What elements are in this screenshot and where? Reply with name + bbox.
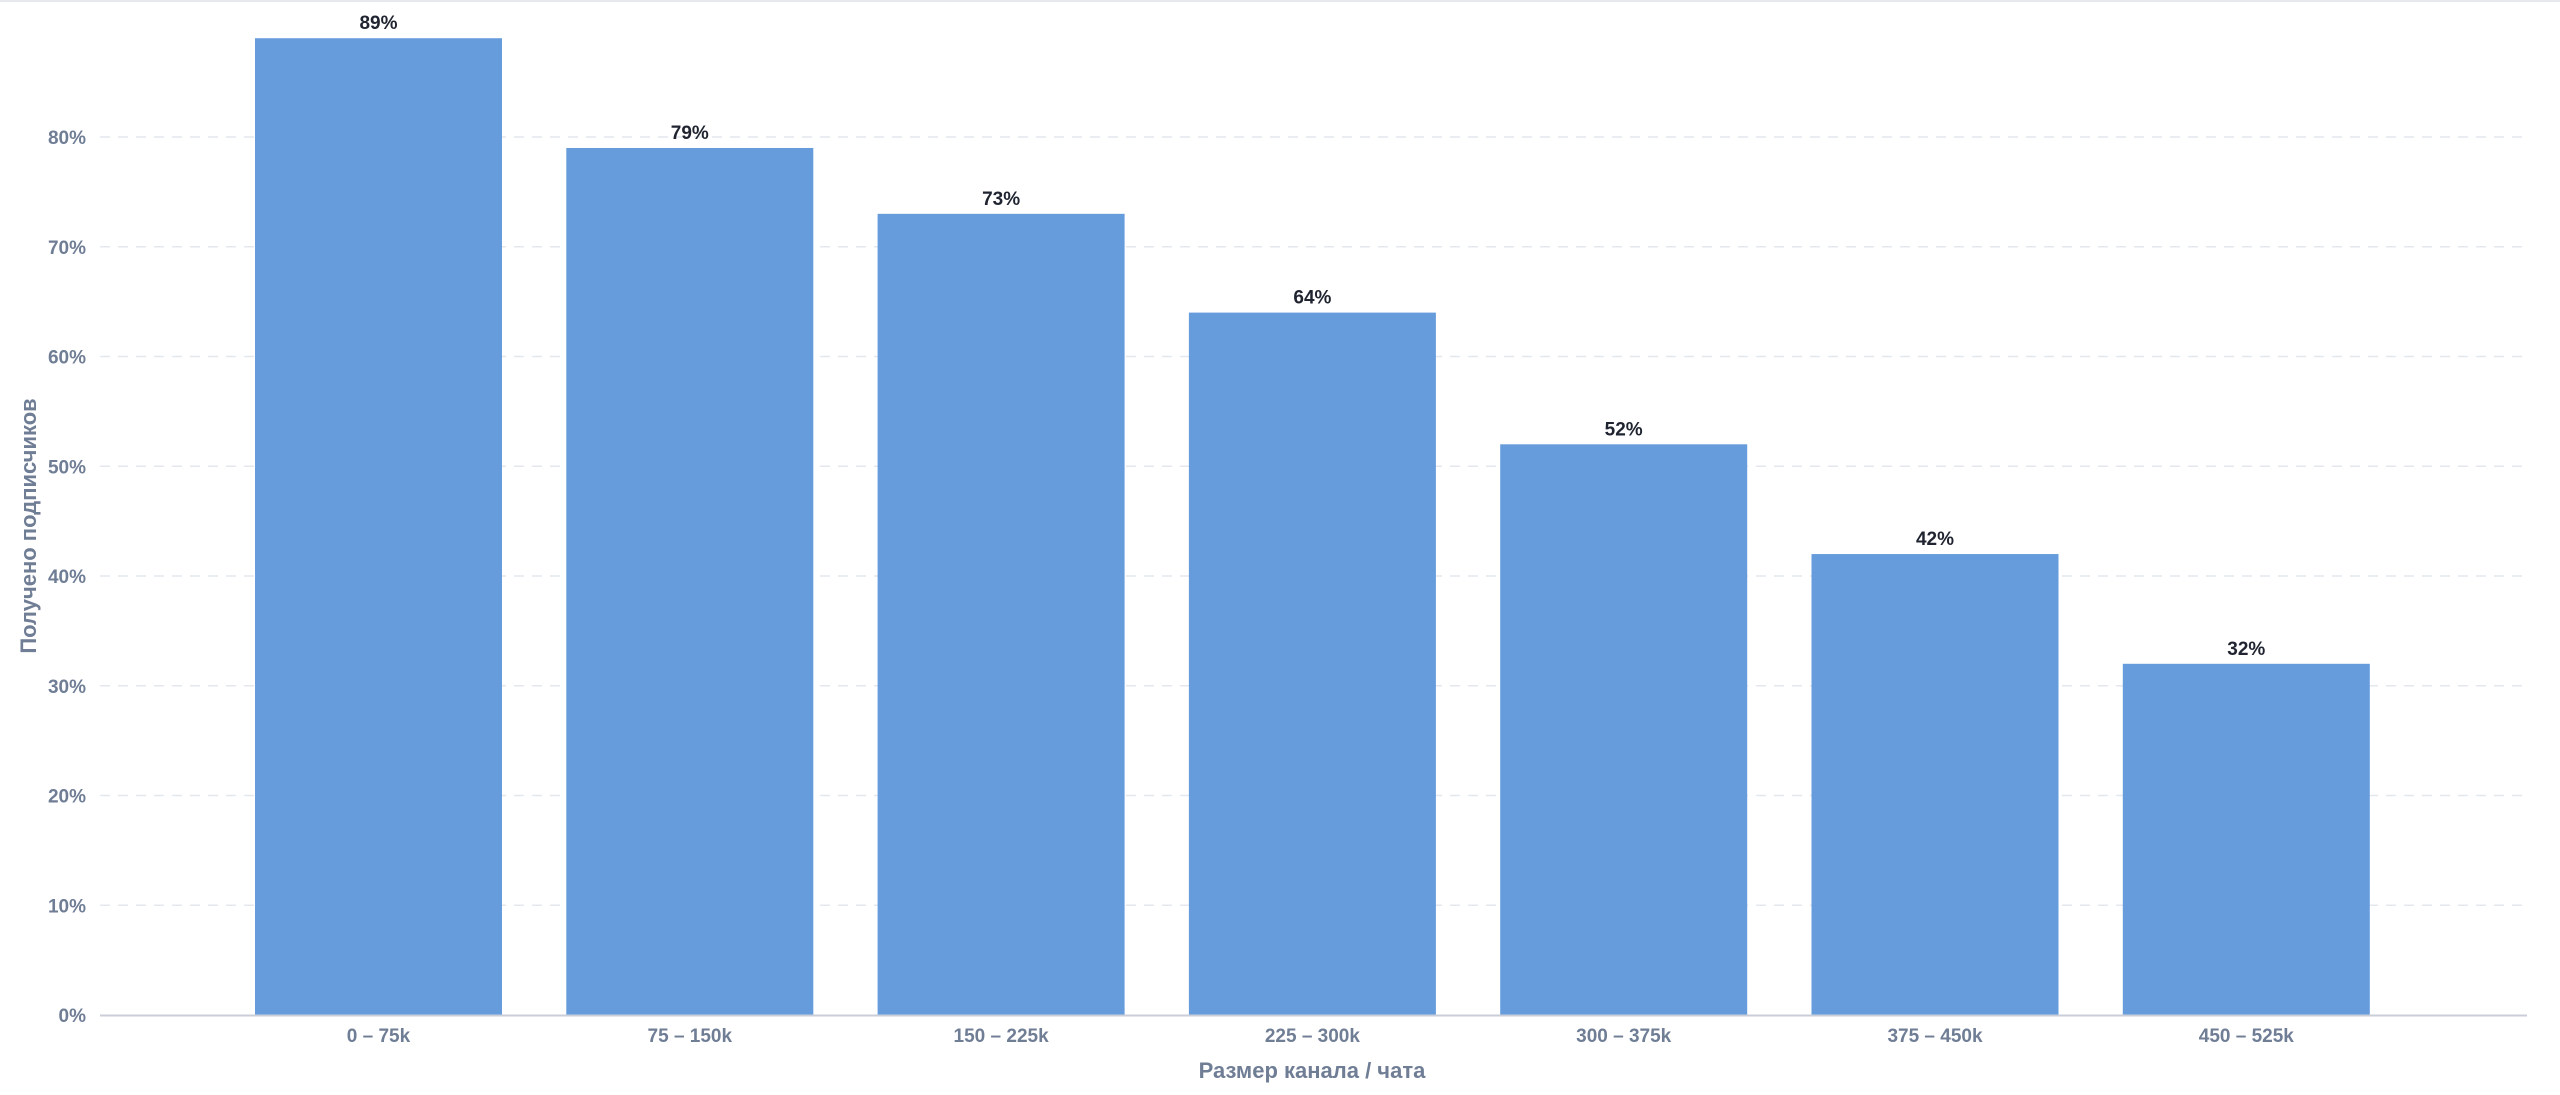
bar — [1500, 444, 1748, 1015]
x-tick-label: 375 – 450k — [1887, 1026, 1983, 1047]
y-tick-label: 50% — [48, 457, 86, 478]
x-tick-label: 450 – 525k — [2199, 1026, 2295, 1047]
y-tick-label: 40% — [48, 567, 86, 588]
x-axis-ticks: 0 – 75k 75 – 150k 150 – 225k 225 – 300k 300 … — [347, 1026, 2294, 1047]
top-border — [0, 0, 2560, 2]
bar-value-label: 42% — [1916, 529, 1954, 550]
y-tick-label: 0% — [59, 1006, 87, 1027]
bar-value-label: 64% — [1293, 288, 1331, 309]
bar-value-label: 73% — [982, 189, 1020, 210]
x-tick-label: 75 – 150k — [648, 1026, 733, 1047]
bar — [2122, 663, 2370, 1015]
y-tick-label: 30% — [48, 677, 86, 698]
x-tick-label: 225 – 300k — [1265, 1026, 1361, 1047]
x-tick-label: 300 – 375k — [1576, 1026, 1672, 1047]
y-axis-title: Получено подписчиков — [16, 398, 41, 653]
bar-value-label: 89% — [359, 13, 397, 34]
bar-value-label: 79% — [671, 123, 709, 144]
x-tick-label: 0 – 75k — [347, 1026, 411, 1047]
bar — [1811, 554, 2059, 1015]
y-tick-label: 70% — [48, 238, 86, 259]
y-tick-label: 10% — [48, 896, 86, 917]
y-tick-label: 80% — [48, 128, 86, 149]
x-axis-title: Размер канала / чата — [1199, 1058, 1426, 1083]
bar — [877, 213, 1125, 1015]
y-axis-ticks: 0% 10% 20% 30% 40% 50% 60% 70% 80% — [48, 128, 86, 1027]
bar — [566, 147, 814, 1016]
bar-value-label: 32% — [2227, 639, 2265, 660]
bar — [1188, 312, 1436, 1016]
value-labels: 89% 79% 73% 64% 52% 42% 32% — [359, 13, 2265, 660]
y-tick-label: 20% — [48, 787, 86, 808]
bar-value-label: 52% — [1605, 419, 1643, 440]
x-tick-label: 150 – 225k — [954, 1026, 1050, 1047]
bar — [255, 38, 502, 1016]
y-tick-label: 60% — [48, 348, 86, 369]
bars — [255, 38, 2370, 1016]
